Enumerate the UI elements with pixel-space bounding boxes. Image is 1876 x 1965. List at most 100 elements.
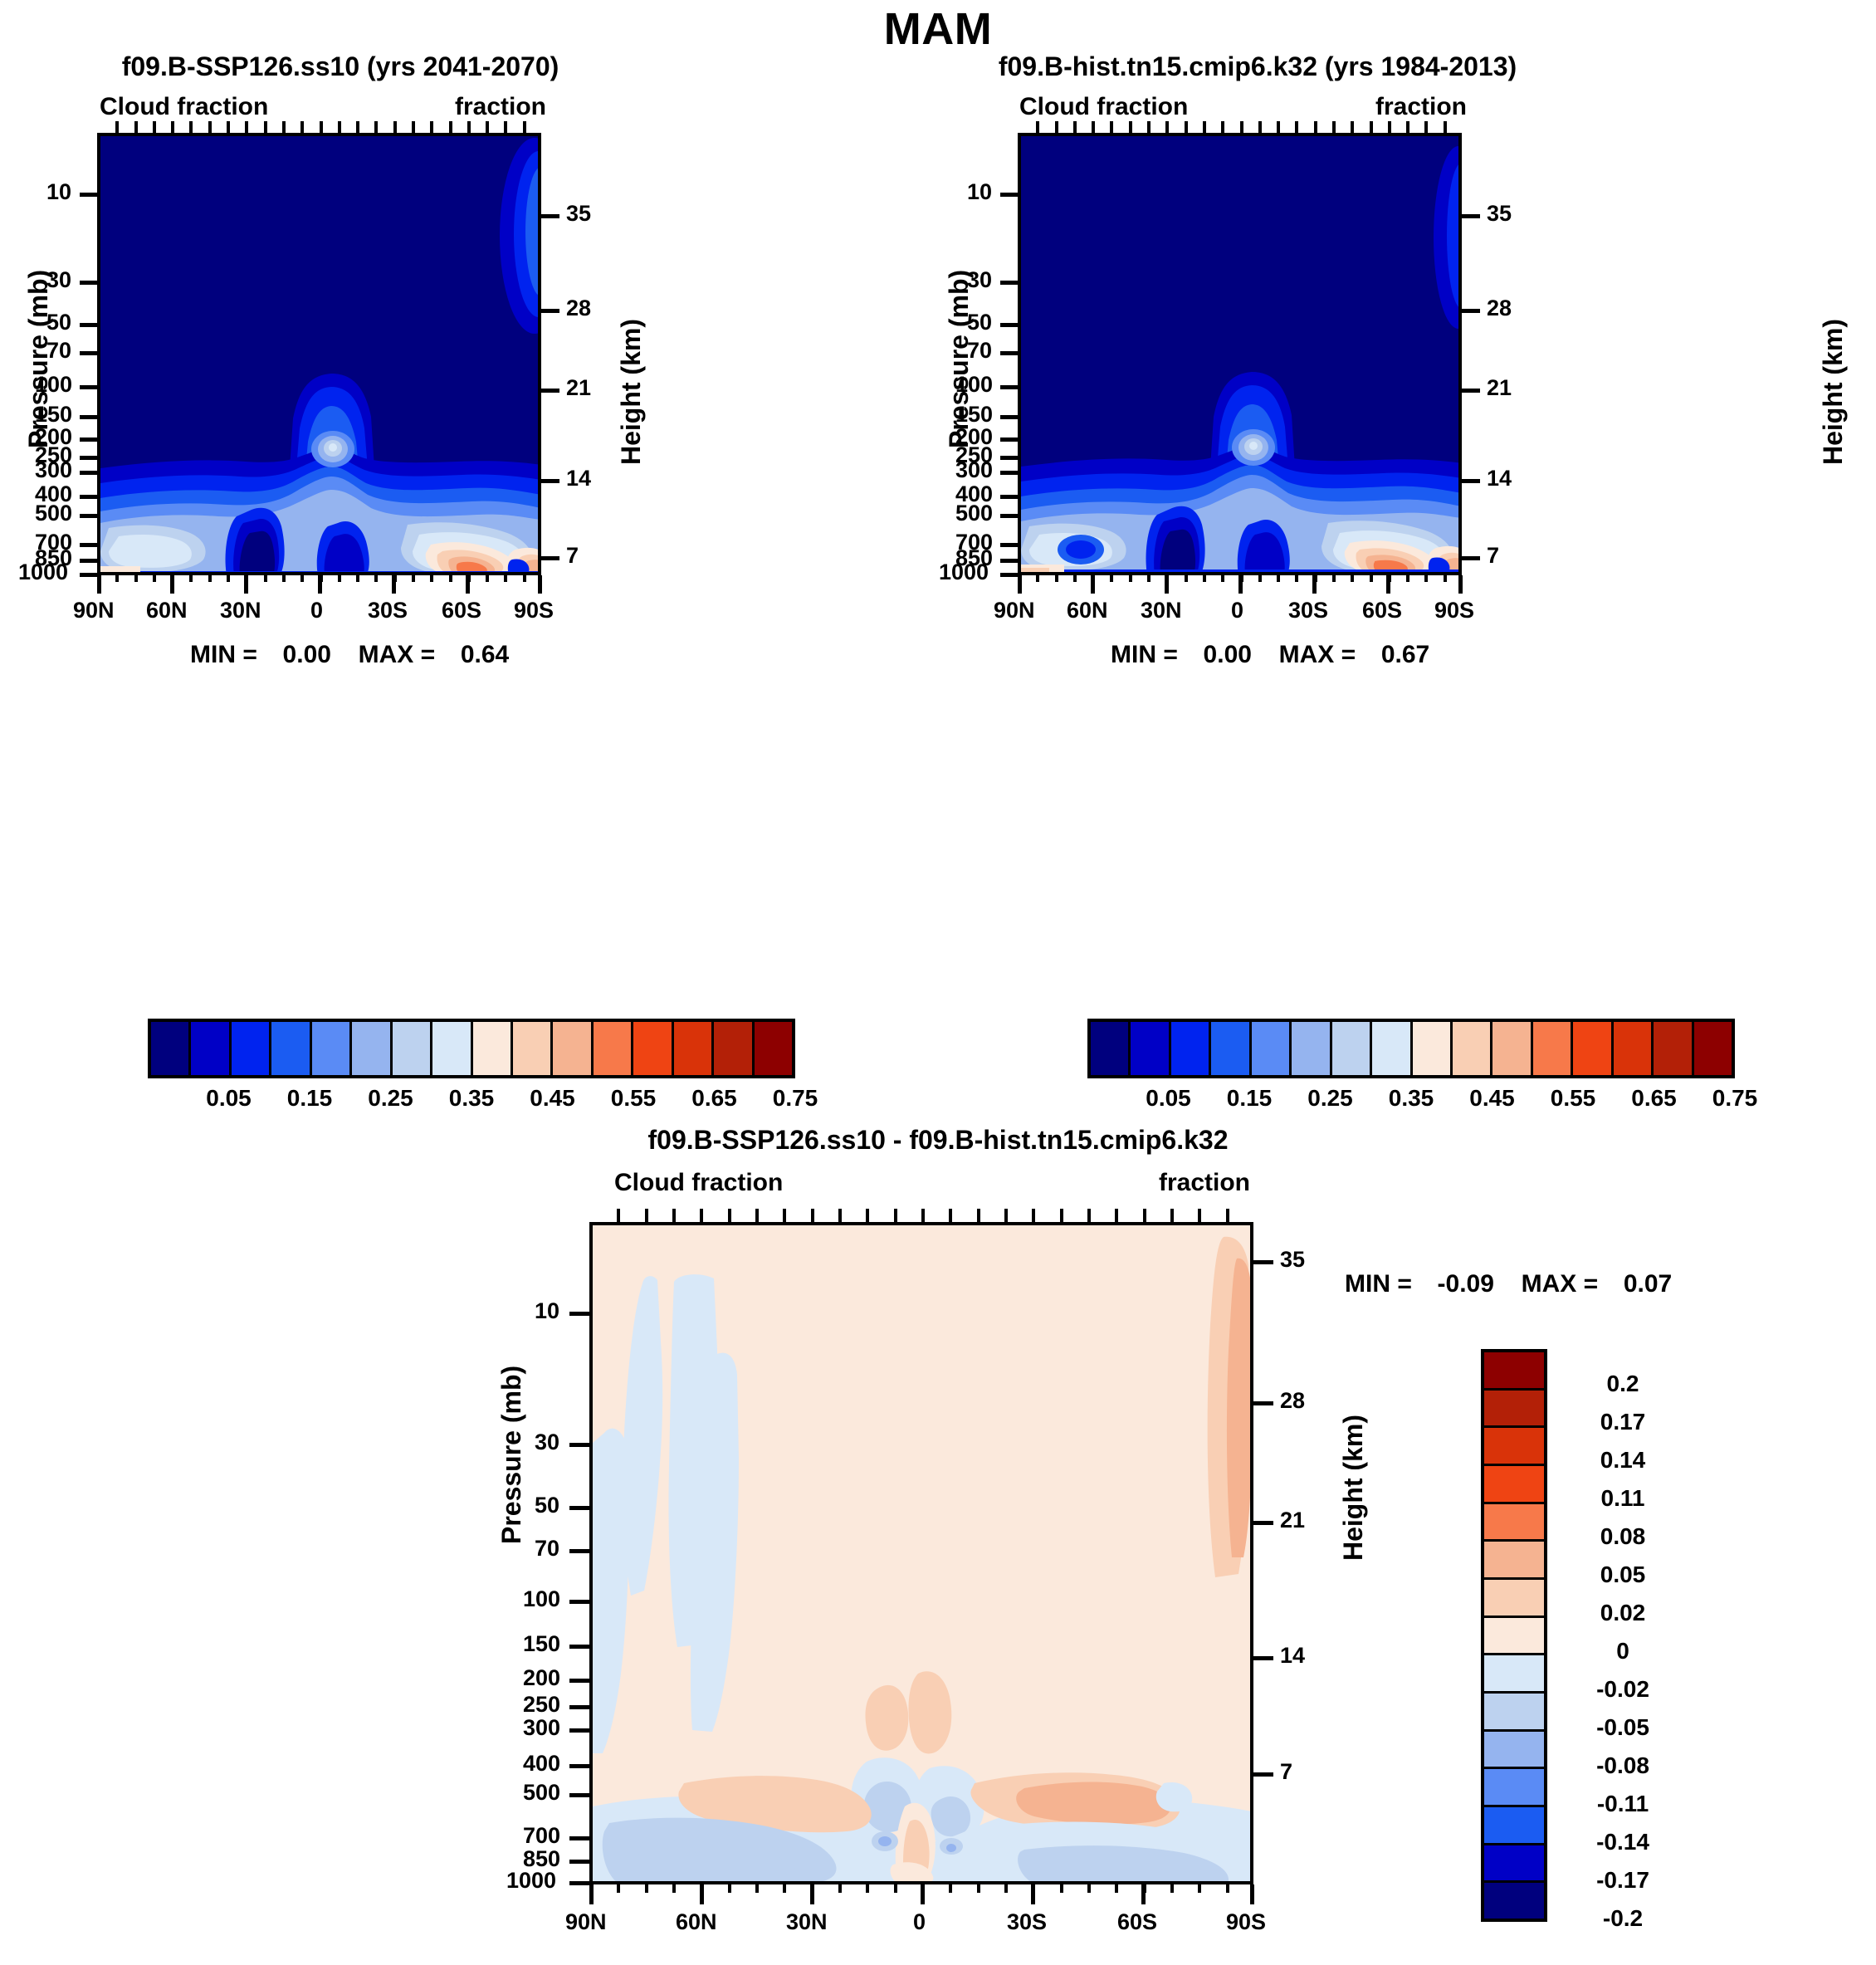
panel1-min-label: MIN = [190,641,257,668]
minor-tick [1092,121,1096,133]
panel1-variable-label: Cloud fraction [100,93,269,120]
colorbar-tick-label: 0.75 [772,1085,818,1111]
minor-tick [374,575,379,583]
minor-tick [1147,121,1151,133]
minor-tick [1110,575,1114,583]
minor-tick [245,121,249,133]
panel3-minmax: MIN = -0.09 MAX = 0.07 [1345,1270,1672,1298]
plot-area-ssp126 [97,133,541,575]
panel2-min-value: 0.00 [1203,641,1252,668]
minor-tick [866,1209,870,1222]
minor-tick [1387,121,1391,133]
minor-tick [115,575,120,583]
minor-tick [672,1884,676,1893]
minor-tick [1369,121,1373,133]
minor-tick [1277,121,1281,133]
minor-tick [1004,1884,1008,1893]
minor-tick [227,575,231,583]
minor-tick [227,121,231,133]
minor-tick [1004,1209,1008,1222]
panel-title-difference: f09.B-SSP126.ss10 - f09.B-hist.tn15.cmip… [647,1125,1229,1155]
colorbar-tick-label: 0.14 [1600,1447,1646,1473]
minor-tick [893,1884,897,1893]
minor-tick [522,575,526,583]
colorbar-tick-label: 0.2 [1606,1371,1639,1396]
colorbar-ssp126 [148,1019,795,1078]
minor-tick [1351,575,1355,583]
colorbar-tick-label: -0.2 [1602,1905,1644,1931]
minor-tick [1225,1884,1229,1893]
minor-tick [1059,1884,1063,1893]
colorbar-segment [1289,1022,1330,1075]
colorbar-tick-label: 0.55 [1550,1085,1596,1111]
panel3-pressure-axis-title: Pressure (mb) [496,1365,526,1544]
colorbar-segment [1484,1425,1544,1464]
minor-tick [838,1209,842,1222]
colorbar-segment [349,1022,390,1075]
colorbar-segment [228,1022,270,1075]
minor-tick [486,121,490,133]
minor-tick [467,575,471,583]
minor-tick [1142,1884,1146,1893]
minor-tick [976,1884,980,1893]
minor-tick [1115,1884,1119,1893]
panel-title-ssp126: f09.B-SSP126.ss10 (yrs 2041-2070) [121,51,559,81]
minor-tick [1170,1884,1174,1893]
colorbar-segment [1484,1539,1544,1578]
colorbar-segment [1484,1352,1544,1388]
minor-tick [1424,575,1429,583]
minor-tick [263,575,267,583]
minor-tick [1165,575,1170,583]
minor-tick [1406,575,1410,583]
colorbar-tick-label: -0.11 [1596,1791,1649,1816]
colorbar-tick-label: 0.15 [1226,1085,1273,1111]
minor-tick [1239,121,1243,133]
colorbar-tick-label: 0.11 [1600,1485,1645,1511]
minor-tick [1424,121,1429,133]
colorbar-tick-label: -0.17 [1596,1867,1649,1893]
colorbar-tick-label: -0.05 [1596,1714,1649,1740]
colorbar-segment [1484,1653,1544,1692]
plot-area-historical [1018,133,1462,575]
minor-tick [1198,1884,1202,1893]
minor-tick [1387,575,1391,583]
minor-tick [1128,575,1132,583]
colorbar-segment [631,1022,672,1075]
minor-tick [171,575,175,583]
minor-tick [356,575,360,583]
minor-tick [208,575,212,583]
minor-tick [171,121,175,133]
minor-tick [1202,121,1206,133]
colorbar-tick-label: -0.02 [1596,1676,1649,1702]
minor-tick [617,1209,621,1222]
colorbar-tick-label: -0.14 [1596,1829,1649,1855]
minor-tick [189,575,193,583]
colorbar-segment [1571,1022,1611,1075]
colorbar-difference-labels: 0.2 0.17 0.14 0.11 0.08 0.05 0.02 0 -0.02 -0.05 -0… [1561,1349,1710,1931]
colorbar-segment [1484,1805,1544,1843]
minor-tick [1054,121,1058,133]
colorbar-tick-label: 0.02 [1600,1600,1646,1625]
minor-tick [430,121,434,133]
colorbar-segment [1484,1577,1544,1616]
colorbar-segment [590,1022,632,1075]
colorbar-segment [1484,1767,1544,1806]
colorbar-tick-label: 0.75 [1712,1085,1758,1111]
minor-tick [152,121,156,133]
colorbar-difference [1481,1349,1547,1922]
minor-tick [1443,121,1447,133]
minor-tick [672,1209,676,1222]
minor-tick [838,1884,842,1893]
minor-tick [1184,575,1188,583]
minor-tick [976,1209,980,1222]
contour-field-historical [1021,136,1458,572]
minor-tick [1147,575,1151,583]
minor-tick [644,1884,648,1893]
minor-tick [727,1884,731,1893]
minor-tick [1443,575,1447,583]
minor-tick [1277,575,1281,583]
minor-tick [1165,121,1170,133]
colorbar-tick-label: 0 [1616,1638,1629,1664]
minor-tick [319,575,323,583]
colorbar-segment [1651,1022,1692,1075]
